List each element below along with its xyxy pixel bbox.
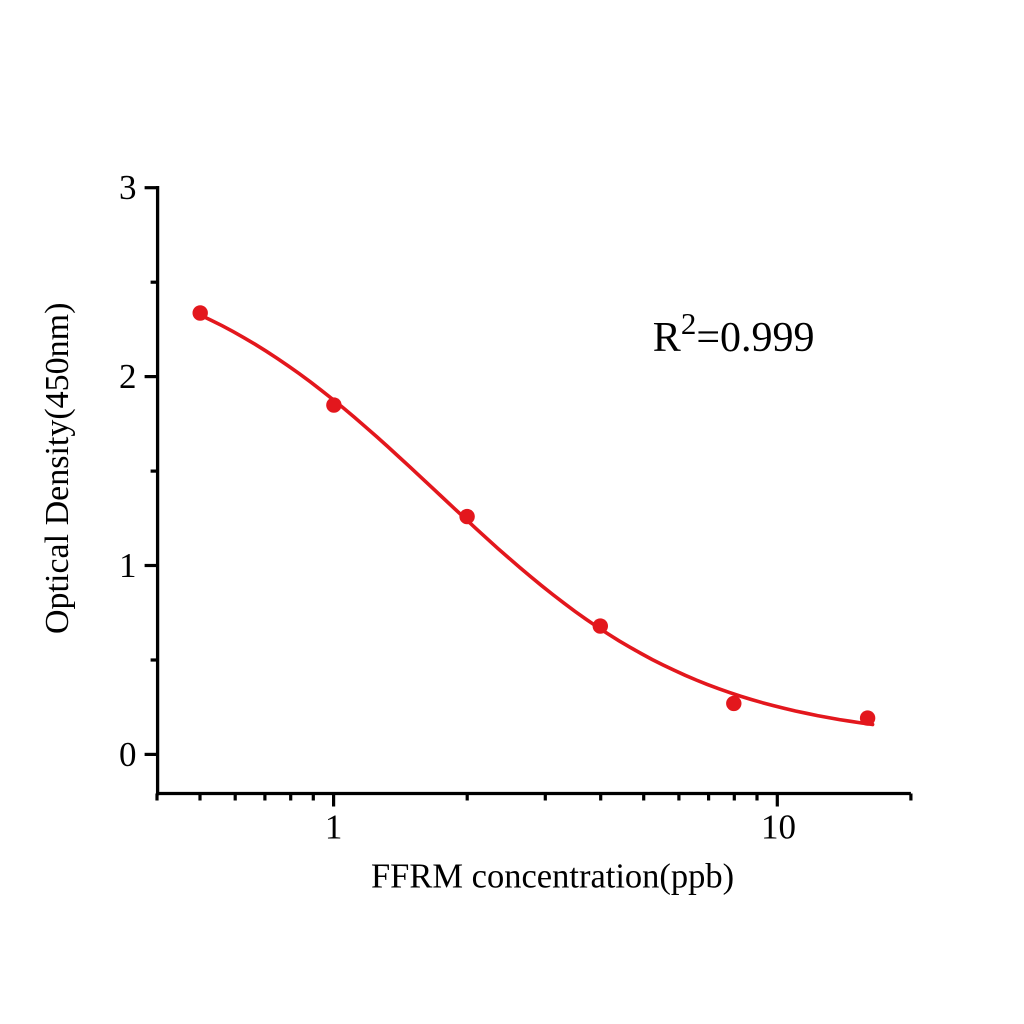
svg-text:3: 3 xyxy=(119,168,137,207)
svg-text:R2=0.999: R2=0.999 xyxy=(653,306,815,361)
svg-text:0: 0 xyxy=(119,735,137,774)
svg-text:1: 1 xyxy=(119,546,137,585)
svg-text:Optical Density(450nm): Optical Density(450nm) xyxy=(39,303,76,634)
svg-text:FFRM concentration(ppb): FFRM concentration(ppb) xyxy=(371,857,734,895)
svg-text:2: 2 xyxy=(119,357,137,396)
svg-text:10: 10 xyxy=(761,808,796,847)
svg-text:1: 1 xyxy=(325,808,343,847)
